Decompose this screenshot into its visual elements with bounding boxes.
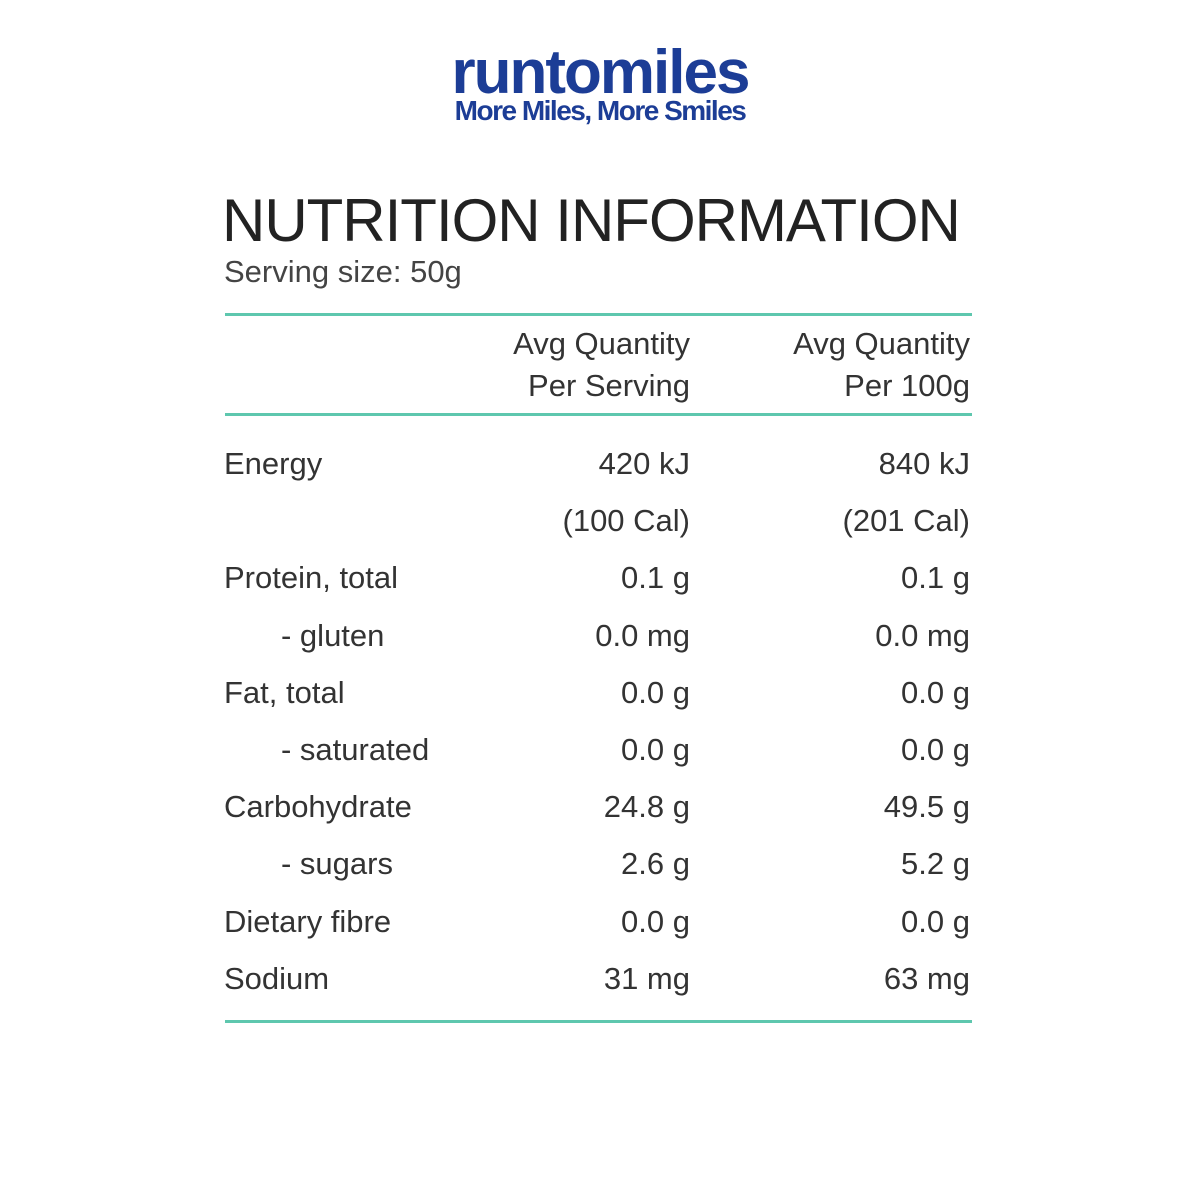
value: 0.0 mg (595, 617, 690, 653)
value: 2.6 g (621, 846, 690, 882)
value: 420 kJ (598, 446, 690, 481)
value: (100 Cal) (562, 503, 691, 539)
value: (201 Cal) (842, 503, 971, 539)
value: 0.0 g (901, 732, 970, 767)
value: 49.5 g (883, 789, 970, 825)
value: 0.1 g (901, 560, 970, 596)
row-label: Dietary fibre (224, 903, 392, 939)
row-label: - sugars (281, 846, 393, 882)
value: 0.0 g (901, 903, 970, 939)
logo: runtomiles (451, 38, 751, 107)
value: 63 mg (883, 960, 970, 996)
value: 0.0 g (621, 732, 690, 767)
value: 0.0 g (621, 903, 690, 939)
row-label: Sodium (224, 960, 330, 996)
column-header: Avg Quantity (793, 326, 970, 361)
serving-size: Serving size: 50g (224, 254, 462, 289)
row-label: Carbohydrate (224, 789, 412, 825)
row-label: Protein, total (224, 560, 399, 596)
row-label: - saturated (281, 732, 430, 767)
row-label: - gluten (281, 617, 385, 653)
column-header: Per Serving (528, 368, 690, 403)
value: 840 kJ (878, 446, 970, 481)
divider (225, 413, 972, 416)
divider (225, 1020, 972, 1023)
row-label: Energy (224, 446, 323, 481)
value: 0.0 g (901, 674, 970, 710)
value: 0.1 g (621, 560, 690, 596)
value: 0.0 mg (875, 617, 970, 653)
row-label: Fat, total (224, 674, 345, 710)
divider (225, 313, 972, 316)
value: 5.2 g (901, 846, 970, 882)
value: 31 mg (603, 960, 690, 996)
column-header: Avg Quantity (513, 326, 690, 361)
title: NUTRITION INFORMATION (222, 187, 961, 254)
value: 24.8 g (603, 789, 690, 825)
column-header: Per 100g (844, 368, 970, 403)
tagline: More Miles, More Smiles (454, 95, 747, 126)
value: 0.0 g (621, 674, 690, 710)
